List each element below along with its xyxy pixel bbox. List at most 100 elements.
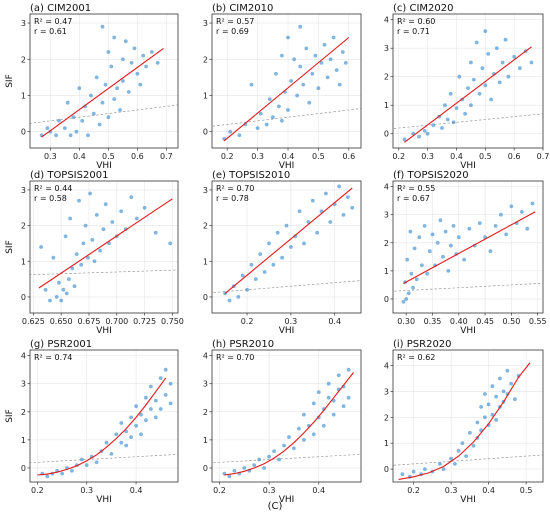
data-point [124,443,129,448]
stat-label: r = 0.71 [397,27,430,36]
x-axis-label: VHI [279,495,295,505]
data-point [110,220,115,224]
data-point [506,74,511,79]
data-point [311,401,316,406]
data-point [422,129,427,133]
data-point [328,57,333,62]
data-point [100,24,105,29]
data-point [494,418,498,422]
data-point [277,457,281,462]
data-point [337,82,342,87]
data-point [51,255,56,260]
data-point [498,376,502,381]
data-point [334,68,339,72]
data-point [121,57,125,62]
data-point [70,266,75,271]
data-point [477,91,482,96]
data-point [155,61,160,65]
y-tick-label: 2 [203,222,208,231]
data-point [101,227,106,232]
x-tick-label: 0.4 [312,486,325,495]
y-tick-label: 0 [203,464,208,473]
x-axis-label: VHI [96,161,112,171]
y-tick-label: 0 [21,464,26,473]
y-axis-label: SIF [5,409,15,423]
data-point [464,454,468,458]
y-tick-label: 1 [203,436,208,445]
data-point [267,241,271,246]
data-point [142,205,147,210]
data-point [54,295,59,299]
data-point [408,229,413,234]
data-point [454,106,459,110]
data-point [68,133,73,138]
data-point [504,232,509,237]
data-point [163,393,168,397]
y-tick-label: 0 [21,293,26,302]
data-point [90,238,95,242]
x-axis-label: VHI [460,495,476,505]
data-point [264,122,269,127]
data-point [280,118,284,123]
x-tick-label: 0.2 [221,152,234,161]
y-tick-label: 0 [384,295,389,304]
data-point [412,246,417,251]
data-point [141,53,146,58]
data-point [456,449,461,453]
x-tick-label: 0.6 [131,152,144,161]
x-tick-label: 0.650 [50,317,73,326]
plot-frame [211,349,362,483]
x-tick-label: 0.3 [263,486,276,495]
y-tick-label: 3 [384,211,389,220]
data-point [119,440,124,445]
data-point [326,395,331,400]
data-point [65,100,70,105]
data-point [83,104,87,109]
stat-label: R² = 0.74 [34,353,72,362]
x-tick-label: 0.4 [328,317,341,326]
data-point [480,66,485,71]
scatter-panel: 0.2 0.3 0.4 0.5 0.6 0.7 0 1 2 3 4 (c) CIM2020 R² = 0… [384,3,549,171]
data-point [89,93,93,98]
data-point [325,75,330,80]
data-point [435,240,440,245]
data-point [513,397,517,402]
data-point [86,133,90,138]
data-point [60,471,64,476]
data-point [423,467,427,471]
x-tick-label: 0.40 [450,317,468,326]
data-point [91,111,96,116]
data-point [462,257,466,262]
identity-line [393,113,543,129]
data-point [237,133,242,138]
stat-label: R² = 0.70 [216,353,254,362]
data-point [134,216,139,221]
y-tick-label: 2 [384,73,389,82]
data-point [123,39,128,44]
data-point [245,287,250,292]
data-point [45,126,50,130]
data-point [326,381,331,386]
data-point [114,432,119,437]
data-point [48,298,52,303]
x-tick-label: 0.3 [421,152,434,161]
data-point [149,384,153,389]
data-point [252,463,257,467]
data-point [129,415,134,420]
data-point [242,466,247,470]
data-point [71,115,76,120]
x-tick-label: 0.2 [392,152,405,161]
stat-label: r = 0.69 [216,27,249,36]
stat-label: R² = 0.55 [397,184,435,193]
y-tick-label: 4 [21,352,26,361]
data-point [346,367,351,372]
plot-frame [211,180,362,314]
data-point [336,373,341,378]
data-point [129,61,134,65]
data-point [341,213,346,217]
stat-label: R² = 0.62 [397,353,435,362]
data-point [253,277,258,281]
data-point [463,111,467,116]
x-tick-label: 0.3 [44,152,57,161]
data-point [493,224,498,228]
